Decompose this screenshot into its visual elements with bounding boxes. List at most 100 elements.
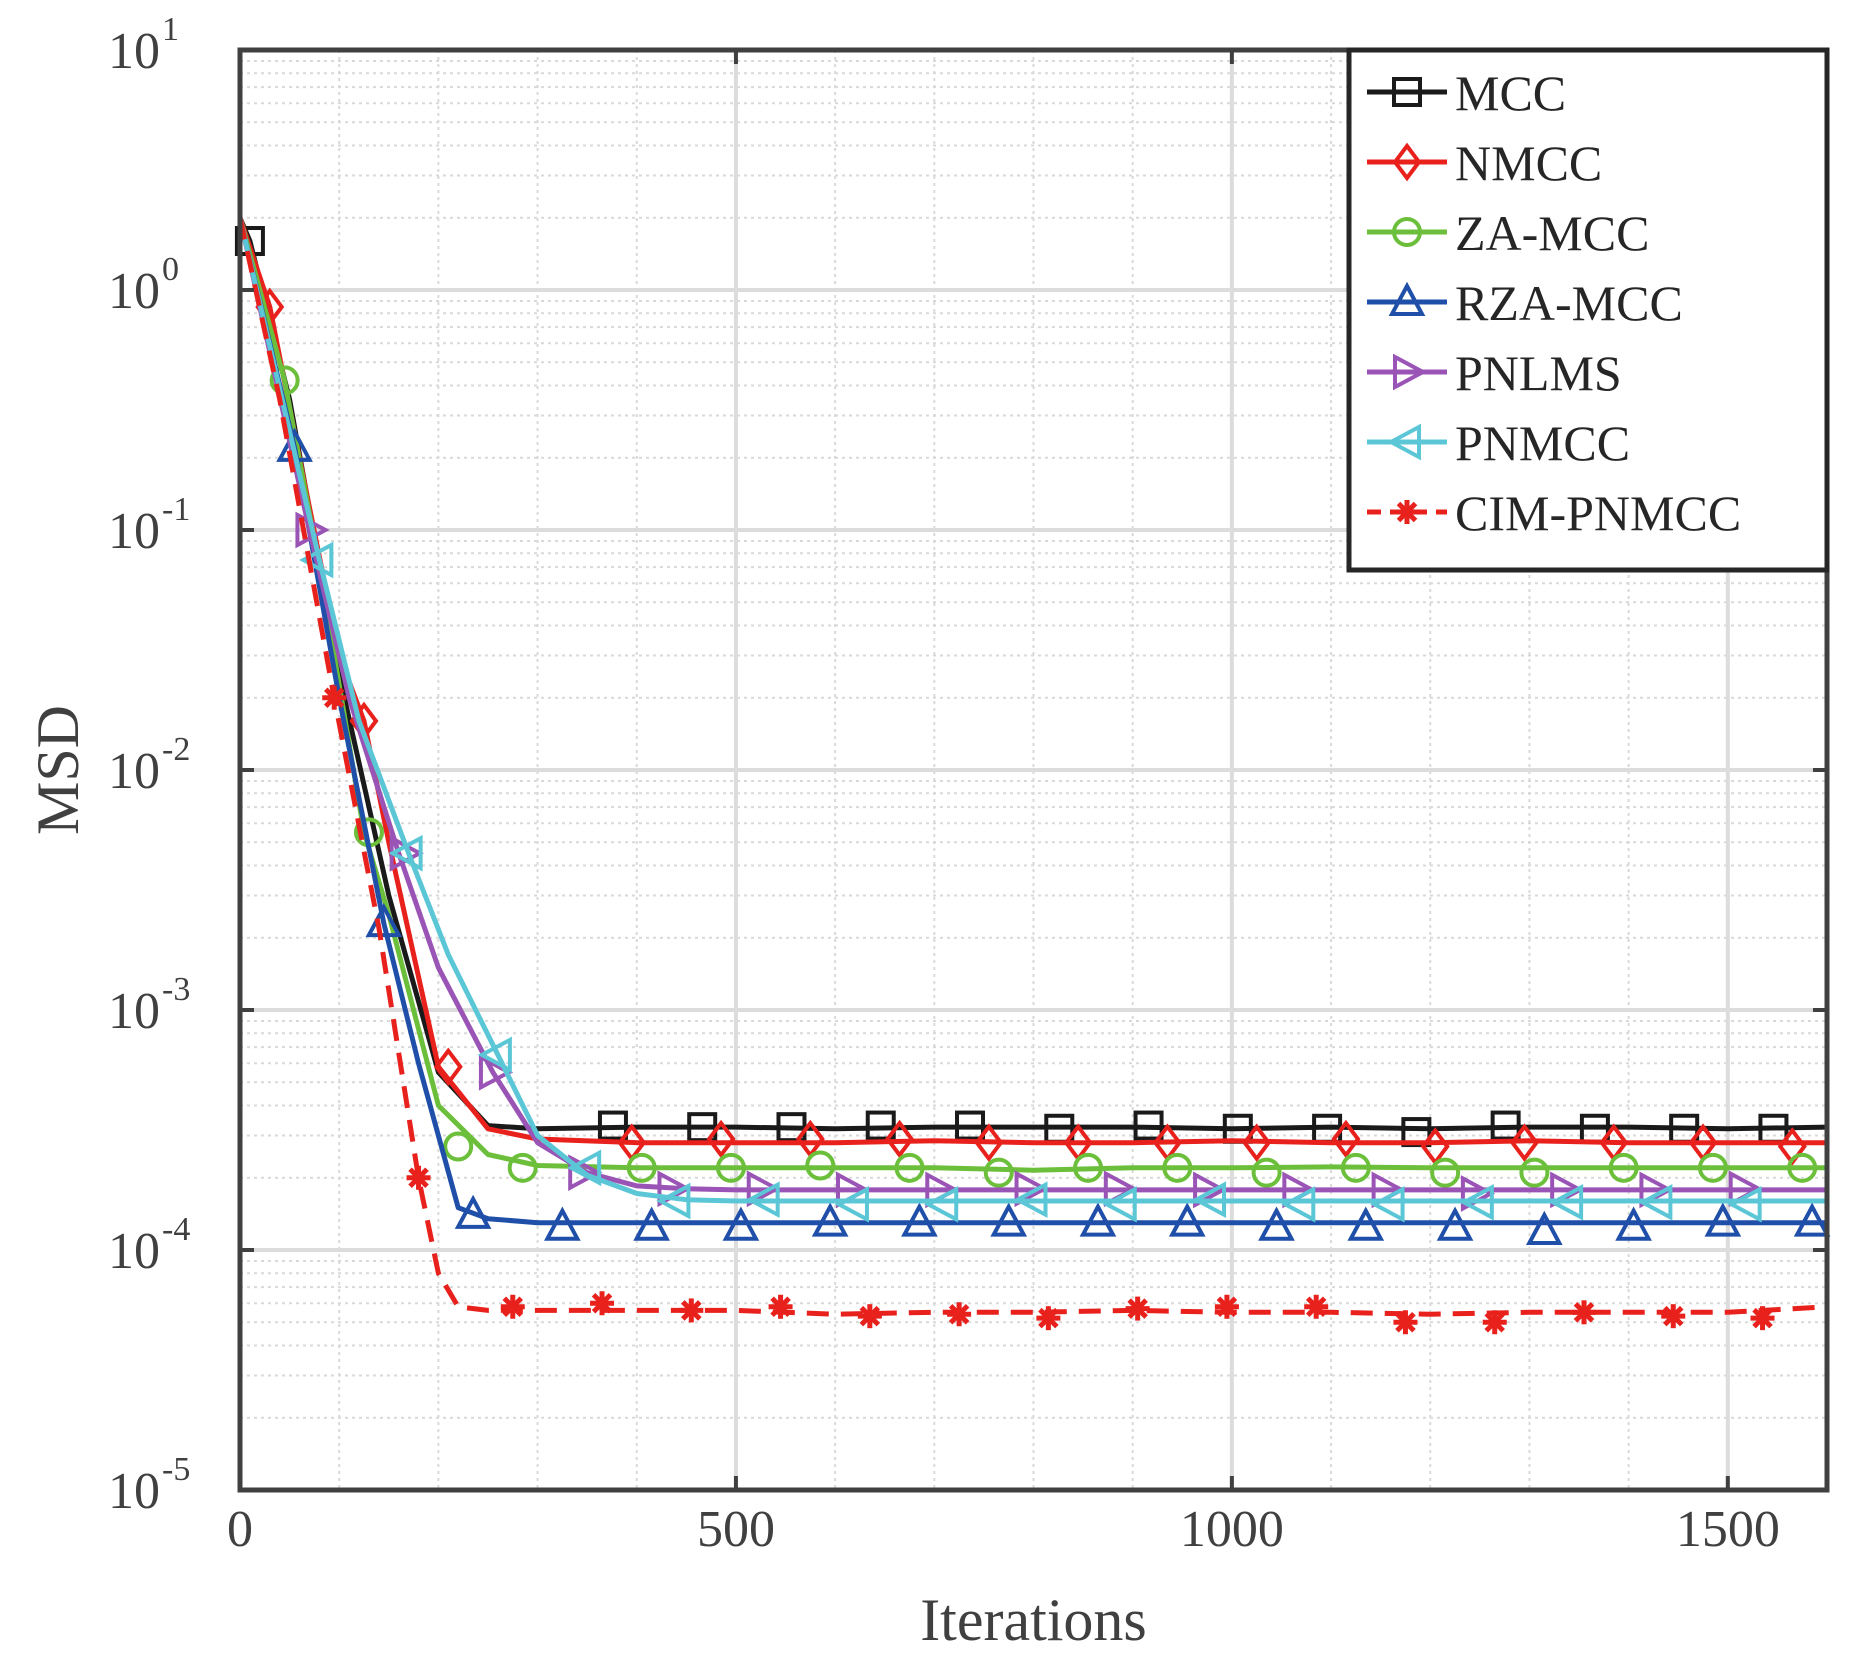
- diamond-marker: [706, 1119, 736, 1159]
- legend-label: CIM-PNMCC: [1455, 485, 1741, 541]
- y-tick-label: 10: [108, 1463, 160, 1520]
- triangle-up-marker: [1168, 1202, 1206, 1237]
- legend-item: CIM-PNMCC: [1367, 485, 1741, 541]
- circle-marker: [1392, 217, 1422, 247]
- square-marker: [776, 1112, 807, 1143]
- legend-label: ZA-MCC: [1455, 205, 1649, 261]
- y-tick-exponent: -3: [162, 971, 190, 1008]
- triangle-up-marker: [722, 1206, 760, 1241]
- circle-marker: [1430, 1157, 1461, 1188]
- asterisk-stroke: [1663, 1305, 1684, 1327]
- x-tick-label: 1000: [1180, 1501, 1284, 1558]
- legend-item: PNMCC: [1367, 415, 1630, 471]
- y-tick-label: 10: [108, 983, 160, 1040]
- asterisk-stroke: [1752, 1307, 1773, 1329]
- asterisk-stroke: [591, 1292, 613, 1314]
- triangle-up-marker: [1793, 1202, 1831, 1237]
- legend-item: ZA-MCC: [1367, 205, 1649, 261]
- series-line: [237, 217, 1827, 1193]
- triangle-up-marker: [1079, 1202, 1117, 1237]
- asterisk-stroke: [770, 1296, 791, 1318]
- diamond-marker: [885, 1119, 915, 1159]
- asterisk-stroke: [1305, 1296, 1327, 1318]
- circle-marker: [983, 1157, 1014, 1188]
- triangle-up-marker: [1258, 1206, 1295, 1241]
- legend-label: PNMCC: [1455, 415, 1630, 471]
- asterisk-stroke: [859, 1305, 881, 1327]
- triangle-up-marker: [454, 1194, 492, 1229]
- square-marker: [1133, 1110, 1164, 1141]
- triangle-up-marker: [811, 1202, 849, 1237]
- triangle-up-marker: [1388, 281, 1426, 316]
- asterisk-marker: [1661, 1304, 1686, 1329]
- legend: MCC NMCC ZA-MCC RZA-MCC PNLMS PNMCC CIM-PNMCC: [1346, 47, 1830, 573]
- square-marker: [955, 1110, 986, 1141]
- asterisk-marker: [1571, 1300, 1596, 1325]
- triangle-left-marker: [1370, 1185, 1405, 1223]
- asterisk-stroke: [408, 1167, 429, 1189]
- triangle-left-marker: [299, 541, 334, 579]
- diamond-marker: [1331, 1119, 1361, 1159]
- triangle-left-marker: [1281, 1185, 1316, 1223]
- legend-box: [1346, 47, 1830, 573]
- asterisk-marker: [1036, 1306, 1061, 1331]
- triangle-right-marker: [1193, 1171, 1228, 1209]
- y-tick-label: 10: [108, 503, 160, 560]
- circle-marker: [1787, 1152, 1818, 1183]
- y-tick-exponent: -4: [162, 1211, 190, 1248]
- legend-item: MCC: [1367, 65, 1566, 121]
- triangle-left-marker: [656, 1182, 691, 1220]
- triangle-left-marker: [1727, 1185, 1762, 1223]
- legend-item: RZA-MCC: [1367, 275, 1683, 331]
- series-pnmcc: [237, 217, 1827, 1223]
- circle-marker: [805, 1150, 836, 1181]
- x-tick-label: 0: [227, 1501, 253, 1558]
- circle-marker: [894, 1152, 925, 1183]
- series-line: [237, 217, 1827, 1226]
- circle-marker: [1608, 1152, 1639, 1183]
- triangle-right-marker: [1393, 353, 1428, 391]
- asterisk-stroke: [948, 1303, 970, 1325]
- y-tick-exponent: -5: [162, 1451, 190, 1488]
- y-axis-label: MSD: [25, 705, 91, 835]
- asterisk-marker: [679, 1298, 704, 1323]
- x-tick-label: 500: [697, 1501, 775, 1558]
- asterisk-stroke: [1484, 1311, 1505, 1333]
- asterisk-marker: [947, 1302, 972, 1327]
- triangle-left-marker: [566, 1149, 602, 1187]
- asterisk-marker: [1125, 1296, 1150, 1321]
- legend-label: PNLMS: [1455, 345, 1622, 401]
- asterisk-stroke: [1127, 1298, 1148, 1319]
- circle-marker: [715, 1152, 746, 1183]
- asterisk-marker: [1304, 1294, 1329, 1319]
- triangle-left-marker: [745, 1181, 780, 1219]
- asterisk-marker: [590, 1291, 615, 1316]
- y-tick-exponent: 0: [162, 251, 179, 288]
- asterisk-marker: [1395, 500, 1419, 524]
- square-marker: [1490, 1110, 1521, 1141]
- asterisk-marker: [1482, 1310, 1507, 1335]
- y-tick-exponent: -2: [162, 731, 190, 768]
- square-marker: [687, 1112, 718, 1143]
- diamond-marker: [1509, 1123, 1539, 1163]
- circle-marker: [1519, 1157, 1550, 1188]
- circle-marker: [1697, 1152, 1728, 1183]
- y-tick-label: 10: [108, 23, 160, 80]
- y-tick-exponent: 1: [162, 11, 179, 48]
- triangle-left-marker: [1459, 1183, 1494, 1221]
- triangle-up-marker: [1525, 1210, 1563, 1245]
- triangle-right-marker: [568, 1154, 603, 1192]
- triangle-right-marker: [1014, 1170, 1049, 1208]
- legend-item: PNLMS: [1367, 345, 1622, 401]
- legend-label: NMCC: [1455, 135, 1602, 191]
- y-tick-label: 10: [108, 263, 160, 320]
- circle-marker: [1073, 1152, 1104, 1183]
- asterisk-marker: [500, 1294, 525, 1319]
- x-axis-label: Iterations: [920, 1587, 1147, 1653]
- x-tick-label: 1500: [1676, 1501, 1780, 1558]
- circle-marker: [1162, 1152, 1193, 1183]
- triangle-left-marker: [1548, 1183, 1584, 1221]
- asterisk-stroke: [1038, 1307, 1059, 1329]
- y-tick-exponent: -1: [162, 491, 190, 528]
